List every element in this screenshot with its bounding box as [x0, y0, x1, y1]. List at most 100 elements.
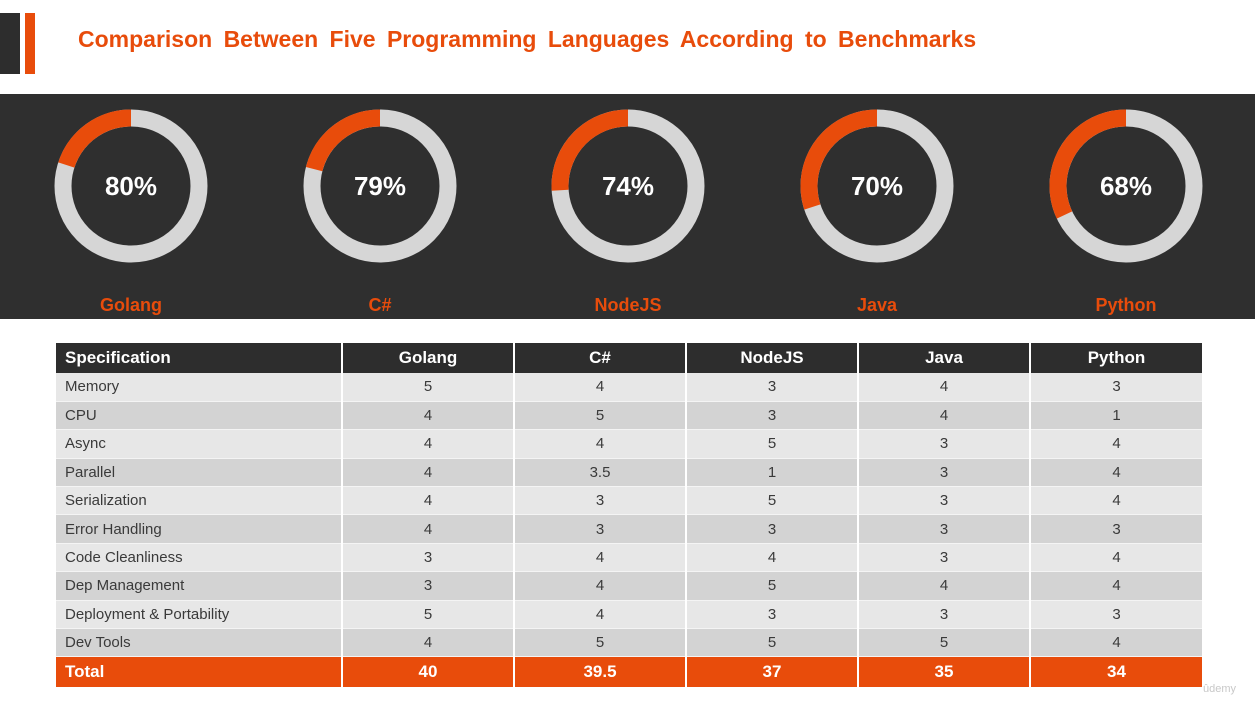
score-cell: 4: [514, 600, 687, 630]
donut-category-label: Python: [1095, 295, 1157, 315]
donut-category-label: NodeJS: [594, 295, 662, 315]
score-cell: 4: [342, 429, 515, 459]
score-cell: 3: [1030, 600, 1202, 630]
score-cell: 4: [858, 571, 1031, 601]
column-header: Python: [1030, 343, 1202, 373]
total-value-cell: 35: [858, 656, 1031, 687]
score-cell: 3: [858, 486, 1031, 516]
score-cell: 4: [514, 429, 687, 459]
score-cell: 4: [342, 401, 515, 431]
total-value-cell: 37: [686, 656, 859, 687]
donut-svg: 70%: [800, 109, 954, 263]
score-cell: 4: [1030, 458, 1202, 488]
spec-name-cell: Dep Management: [56, 571, 343, 601]
column-header: C#: [514, 343, 687, 373]
score-cell: 3: [1030, 514, 1202, 544]
donut-golang: 80% Golang: [51, 106, 211, 315]
slide-title: Comparison Between Five Programming Lang…: [78, 26, 977, 52]
score-cell: 3: [858, 429, 1031, 459]
donut-nodejs: 74% NodeJS: [548, 106, 708, 315]
score-cell: 3: [858, 600, 1031, 630]
score-cell: 4: [342, 458, 515, 488]
donut-arc: [1049, 109, 1127, 219]
score-cell: 5: [514, 401, 687, 431]
total-value-cell: 40: [342, 656, 515, 687]
score-cell: 5: [686, 571, 859, 601]
score-cell: 3: [686, 514, 859, 544]
score-cell: 4: [1030, 543, 1202, 573]
total-value-cell: 39.5: [514, 656, 687, 687]
score-cell: 4: [342, 514, 515, 544]
column-header: Golang: [342, 343, 515, 373]
column-header: Specification: [56, 343, 343, 373]
score-cell: 5: [342, 600, 515, 630]
spec-name-cell: Deployment & Portability: [56, 600, 343, 630]
score-cell: 5: [342, 373, 515, 402]
score-cell: 3: [342, 571, 515, 601]
benchmark-table-grid: Specification Golang C# NodeJS Java Python Me…: [56, 343, 1202, 687]
score-cell: 1: [1030, 401, 1202, 431]
table-row: Dep Management 3 4 5 4 4: [56, 571, 1202, 601]
table-row: Memory 5 4 3 4 3: [56, 373, 1202, 402]
score-cell: 4: [1030, 571, 1202, 601]
spec-name-cell: Error Handling: [56, 514, 343, 544]
table-row: Async 4 4 5 3 4: [56, 429, 1202, 459]
donut-value-label: 74%: [602, 171, 654, 201]
spec-name-cell: Code Cleanliness: [56, 543, 343, 573]
slide-header: Comparison Between Five Programming Lang…: [0, 0, 1255, 94]
total-row: Total 40 39.5 37 35 34: [56, 656, 1202, 687]
column-header: NodeJS: [686, 343, 859, 373]
score-cell: 5: [514, 628, 687, 658]
table-row: Deployment & Portability 5 4 3 3 3: [56, 600, 1202, 630]
donut-value-label: 79%: [354, 171, 406, 201]
score-cell: 3: [686, 373, 859, 402]
score-cell: 4: [1030, 486, 1202, 516]
donut-svg: 79%: [303, 109, 457, 263]
table-row: CPU 4 5 3 4 1: [56, 401, 1202, 431]
donut-java: 70% Java: [797, 106, 957, 315]
total-value-cell: 34: [1030, 656, 1202, 687]
score-cell: 5: [858, 628, 1031, 658]
header-accent-bar: [25, 13, 35, 74]
score-cell: 4: [858, 373, 1031, 402]
donut-arc: [305, 109, 381, 172]
donut-value-label: 80%: [105, 171, 157, 201]
donut-category-label: C#: [368, 295, 392, 315]
score-cell: 3: [342, 543, 515, 573]
donut-c-: 79% C#: [300, 106, 460, 315]
score-cell: 4: [1030, 429, 1202, 459]
score-cell: 4: [686, 543, 859, 573]
score-cell: 5: [686, 486, 859, 516]
spec-name-cell: CPU: [56, 401, 343, 431]
total-label-cell: Total: [56, 656, 343, 687]
donut-category-label: Golang: [100, 295, 162, 315]
table-row: Code Cleanliness 3 4 4 3 4: [56, 543, 1202, 573]
score-cell: 4: [342, 486, 515, 516]
spec-name-cell: Serialization: [56, 486, 343, 516]
score-cell: 5: [686, 628, 859, 658]
score-cell: 3: [686, 401, 859, 431]
donut-arc: [800, 109, 878, 210]
score-cell: 4: [342, 628, 515, 658]
score-cell: 4: [1030, 628, 1202, 658]
udemy-watermark: ûdemy: [1203, 683, 1237, 695]
table-header-row: Specification Golang C# NodeJS Java Python: [56, 343, 1202, 373]
spec-name-cell: Dev Tools: [56, 628, 343, 658]
donut-svg: 74%: [551, 109, 705, 263]
score-cell: 3: [858, 514, 1031, 544]
score-cell: 3.5: [514, 458, 687, 488]
score-cell: 3: [514, 514, 687, 544]
score-cell: 4: [858, 401, 1031, 431]
benchmark-table: Specification Golang C# NodeJS Java Python Me…: [56, 343, 1202, 687]
score-cell: 1: [686, 458, 859, 488]
donut-svg: 68%: [1049, 109, 1203, 263]
score-cell: 4: [514, 571, 687, 601]
table-row: Serialization 4 3 5 3 4: [56, 486, 1202, 516]
score-cell: 3: [858, 543, 1031, 573]
spec-name-cell: Async: [56, 429, 343, 459]
donut-arc: [58, 109, 132, 168]
table-row: Error Handling 4 3 3 3 3: [56, 514, 1202, 544]
donut-value-label: 68%: [1100, 171, 1152, 201]
donut-value-label: 70%: [851, 171, 903, 201]
donut-python: 68% Python: [1046, 106, 1206, 315]
